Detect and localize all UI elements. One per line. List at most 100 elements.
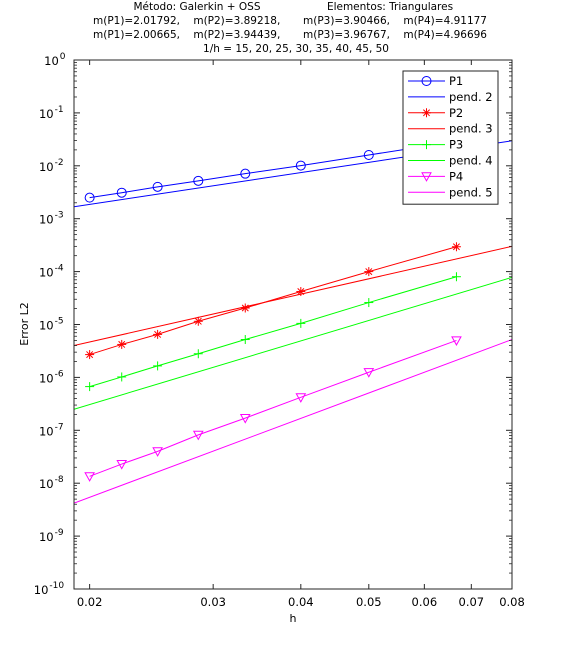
legend-label: pend. 2 bbox=[449, 90, 493, 104]
svg-text:10: 10 bbox=[39, 213, 54, 227]
svg-text:-3: -3 bbox=[55, 211, 64, 221]
legend-entry: pend. 3 bbox=[408, 122, 493, 136]
x-axis-label: h bbox=[290, 612, 297, 625]
x-tick-label: 0.06 bbox=[412, 595, 438, 609]
x-tick-label: 0.05 bbox=[356, 595, 382, 609]
svg-text:0: 0 bbox=[60, 52, 66, 62]
legend-label: P4 bbox=[449, 169, 463, 183]
legend-label: pend. 4 bbox=[449, 154, 493, 168]
legend-label: P2 bbox=[449, 106, 463, 120]
legend-marker bbox=[421, 76, 432, 86]
y-tick-label: 10 -9 bbox=[39, 528, 64, 544]
svg-text:-4: -4 bbox=[55, 264, 64, 274]
title-line3-left: m(P1)=2.00665, m(P2)=3.94439, bbox=[93, 29, 280, 41]
data-point bbox=[295, 160, 306, 171]
data-point bbox=[193, 316, 203, 326]
svg-text:-10: -10 bbox=[49, 581, 64, 591]
data-point bbox=[153, 361, 163, 371]
svg-text:-6: -6 bbox=[55, 369, 64, 379]
legend-entry: pend. 2 bbox=[408, 90, 493, 104]
data-point bbox=[192, 430, 204, 441]
series-pend-4 bbox=[74, 276, 512, 410]
series-pend-3 bbox=[74, 245, 512, 347]
data-point bbox=[296, 318, 306, 328]
data-point bbox=[117, 372, 127, 382]
legend-entry: P1 bbox=[408, 74, 463, 88]
y-tick-label: 10 -6 bbox=[39, 369, 64, 385]
legend-label: pend. 5 bbox=[449, 185, 493, 199]
series-line bbox=[74, 276, 512, 410]
x-tick-label: 0.08 bbox=[499, 595, 525, 609]
svg-text:10: 10 bbox=[39, 319, 54, 333]
svg-text:10: 10 bbox=[39, 107, 54, 121]
legend-entry: pend. 5 bbox=[408, 185, 493, 199]
data-point bbox=[295, 393, 307, 403]
data-point bbox=[85, 350, 95, 360]
svg-text:-9: -9 bbox=[55, 528, 64, 538]
x-tick-label: 0.03 bbox=[200, 595, 226, 609]
series-line bbox=[89, 339, 457, 477]
title-line3-right: m(P3)=3.96767, m(P4)=4.96696 bbox=[303, 29, 487, 41]
svg-text:10: 10 bbox=[39, 160, 54, 174]
data-point bbox=[240, 335, 250, 345]
y-tick-label: 10 -3 bbox=[39, 211, 64, 227]
data-point bbox=[85, 382, 95, 392]
legend-marker bbox=[422, 140, 431, 150]
y-tick-label: 10 -5 bbox=[39, 317, 64, 333]
legend-marker bbox=[421, 172, 432, 182]
series-pend-5 bbox=[74, 339, 512, 504]
svg-text:-1: -1 bbox=[55, 105, 64, 115]
series-line bbox=[74, 339, 512, 504]
svg-text:-5: -5 bbox=[55, 317, 64, 327]
data-point bbox=[239, 414, 251, 424]
legend-label: P1 bbox=[449, 74, 463, 88]
svg-text:10: 10 bbox=[39, 424, 54, 438]
svg-text:-7: -7 bbox=[55, 422, 64, 432]
legend-box bbox=[402, 70, 499, 205]
data-point bbox=[116, 187, 127, 198]
series-line bbox=[74, 245, 512, 347]
y-tick-label: 10 -8 bbox=[39, 475, 64, 491]
legend-entry: P4 bbox=[408, 169, 463, 183]
data-point bbox=[193, 175, 204, 186]
title-line2-left: m(P1)=2.01792, m(P2)=3.89218, bbox=[93, 15, 280, 27]
data-point bbox=[451, 242, 461, 252]
data-point bbox=[116, 459, 128, 470]
svg-text:10: 10 bbox=[44, 54, 59, 68]
data-point bbox=[240, 168, 251, 179]
legend-entry: P2 bbox=[408, 106, 463, 120]
series-p3 bbox=[85, 272, 461, 392]
data-point bbox=[363, 150, 374, 161]
series-p4 bbox=[84, 336, 462, 482]
y-tick-label: 10 -1 bbox=[39, 105, 64, 121]
title-line2-right: m(P3)=3.90466, m(P4)=4.91177 bbox=[303, 15, 487, 27]
legend-entry: P3 bbox=[408, 138, 463, 152]
x-tick-label: 0.04 bbox=[288, 595, 314, 609]
y-tick-label: 10 -7 bbox=[39, 422, 64, 438]
chart-title: Método: Galerkin + OSS Elementos: Triang… bbox=[93, 1, 487, 55]
data-point bbox=[153, 329, 163, 339]
svg-text:10: 10 bbox=[39, 371, 54, 385]
legend: P1 pend. 2 P2 pend. 3 P3 pend. 4P4 pend. 5 bbox=[402, 70, 499, 205]
x-tick-label: 0.02 bbox=[77, 595, 103, 609]
data-point bbox=[152, 181, 163, 192]
legend-entry: pend. 4 bbox=[408, 154, 493, 168]
data-point bbox=[451, 336, 462, 346]
y-tick-label: 10 -4 bbox=[39, 264, 64, 280]
data-point bbox=[117, 339, 127, 349]
data-point bbox=[364, 267, 374, 277]
y-tick-label: 10 -2 bbox=[39, 158, 64, 174]
y-tick-label: 10 0 bbox=[44, 52, 66, 68]
title-line4: 1/h = 15, 20, 25, 30, 35, 40, 45, 50 bbox=[203, 43, 389, 55]
svg-text:10: 10 bbox=[39, 477, 54, 491]
data-point bbox=[364, 298, 374, 308]
x-tick-label: 0.07 bbox=[459, 595, 485, 609]
y-tick-label: 10 -10 bbox=[34, 581, 65, 597]
data-point bbox=[193, 349, 203, 359]
data-point bbox=[451, 272, 461, 282]
legend-label: P3 bbox=[449, 138, 463, 152]
data-point bbox=[240, 303, 250, 313]
title-line1-left: Método: Galerkin + OSS bbox=[133, 1, 260, 13]
